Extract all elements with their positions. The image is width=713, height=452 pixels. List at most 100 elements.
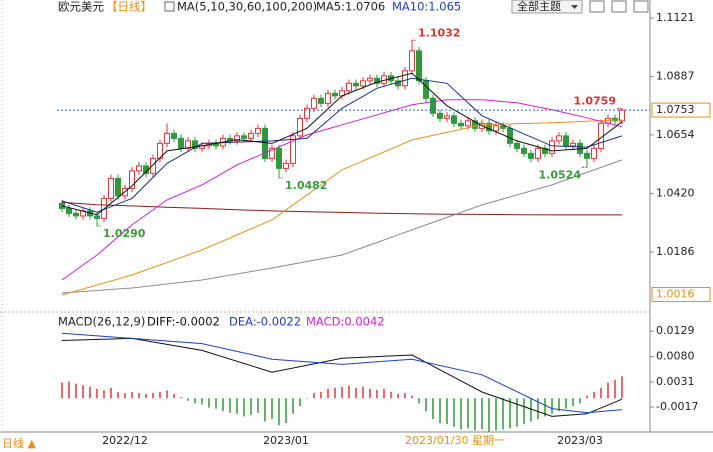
candle-body — [234, 135, 240, 142]
candle-body — [192, 140, 198, 149]
histogram-bar — [117, 391, 119, 399]
histogram-bar — [194, 398, 196, 404]
candle-body — [493, 125, 499, 132]
histogram-bar — [607, 382, 609, 399]
tool-icon[interactable] — [589, 0, 605, 13]
histogram-bar — [502, 398, 504, 430]
histogram-bar — [383, 388, 385, 399]
candle-body — [563, 135, 569, 147]
high-label: 1.0759 — [574, 95, 616, 108]
histogram-bar — [530, 398, 532, 422]
candle-body — [136, 165, 142, 172]
line — [61, 99, 623, 281]
histogram-bar — [180, 397, 182, 399]
histogram-bar — [222, 398, 224, 412]
candle-body — [451, 115, 457, 124]
histogram-bar — [243, 398, 245, 417]
histogram-bar — [292, 398, 294, 414]
symbol: 欧元美元 — [58, 0, 104, 14]
macd-title: MACD(26,12,9) — [58, 315, 145, 329]
histogram-bar — [271, 398, 273, 419]
histogram-bar — [264, 398, 266, 422]
histogram-bar — [82, 385, 84, 399]
histogram-bar — [236, 398, 238, 414]
candle-body — [129, 170, 135, 189]
toolbar: 全部主题 — [511, 0, 649, 14]
histogram-bar — [110, 387, 112, 399]
histogram-bar — [320, 391, 322, 399]
histogram-bar — [75, 383, 77, 399]
candle-body — [94, 215, 100, 219]
legend-entry: MACD:0.0042 — [306, 315, 385, 329]
line — [61, 77, 623, 213]
candle-body — [353, 82, 359, 87]
candle-body — [311, 97, 317, 109]
histogram-bar — [495, 398, 497, 431]
theme-label: 全部主题 — [517, 0, 561, 13]
candle-body — [409, 50, 415, 72]
histogram-bar — [159, 391, 161, 399]
histogram-bar — [355, 387, 357, 399]
histogram-bar — [481, 398, 483, 430]
histogram-bar — [621, 376, 623, 399]
candle-body — [248, 132, 254, 139]
y-tick-label: 0.0031 — [656, 375, 695, 388]
line — [61, 332, 623, 414]
candle-body — [346, 82, 352, 92]
ma10-value: MA10:1.065 — [392, 0, 461, 14]
histogram-bar — [61, 382, 63, 399]
last-price-box — [651, 102, 711, 118]
candle-body — [66, 207, 72, 214]
candle-body — [241, 135, 247, 139]
histogram-bar — [362, 386, 364, 399]
period: 【日线】 — [106, 0, 152, 14]
footer-period[interactable]: 日线 ▲ — [2, 436, 36, 450]
candle-body — [542, 147, 548, 154]
y-tick-label: 1.0186 — [656, 245, 695, 258]
histogram-bar — [418, 398, 420, 404]
y-tick-label: -0.0017 — [656, 400, 698, 413]
histogram-bar — [124, 393, 126, 399]
tool-icon[interactable] — [633, 0, 649, 13]
candle-body — [465, 120, 471, 127]
candle-body — [318, 97, 324, 104]
candle-body — [164, 132, 170, 144]
candle-body — [423, 80, 429, 99]
candle-body — [486, 122, 492, 132]
histogram-bar — [453, 398, 455, 427]
candle-body — [584, 152, 590, 159]
histogram-bar — [334, 387, 336, 399]
histogram-bar — [404, 393, 406, 399]
candle-body — [360, 80, 366, 87]
histogram-bar — [313, 393, 315, 399]
histogram-bar — [173, 394, 175, 399]
histogram-bar — [474, 398, 476, 431]
theme-button[interactable] — [511, 0, 583, 14]
candle-body — [290, 135, 296, 164]
line — [61, 119, 623, 296]
candle-body — [150, 157, 156, 174]
histogram-bar — [348, 385, 350, 399]
candle-body — [458, 122, 464, 127]
histogram-bar — [439, 398, 441, 424]
candle-body — [255, 127, 261, 134]
candle-body — [437, 112, 443, 119]
ma5-value: MA5:1.0706 — [316, 0, 385, 14]
line — [61, 337, 623, 417]
histogram-bar — [537, 398, 539, 419]
candle-body — [507, 127, 513, 144]
low-label: 1.0290 — [103, 227, 146, 240]
histogram-bar — [586, 395, 588, 399]
histogram-bar — [600, 387, 602, 399]
indicator-icon[interactable] — [164, 1, 175, 12]
candle-body — [171, 132, 177, 139]
histogram-bar — [446, 398, 448, 425]
candle-body — [514, 142, 520, 149]
candle-body — [528, 152, 534, 159]
tool-icon[interactable] — [611, 0, 627, 13]
candle-body — [472, 120, 478, 129]
histogram-bar — [187, 398, 189, 401]
low-label: 1.0482 — [285, 179, 327, 192]
histogram-bar — [201, 398, 203, 405]
